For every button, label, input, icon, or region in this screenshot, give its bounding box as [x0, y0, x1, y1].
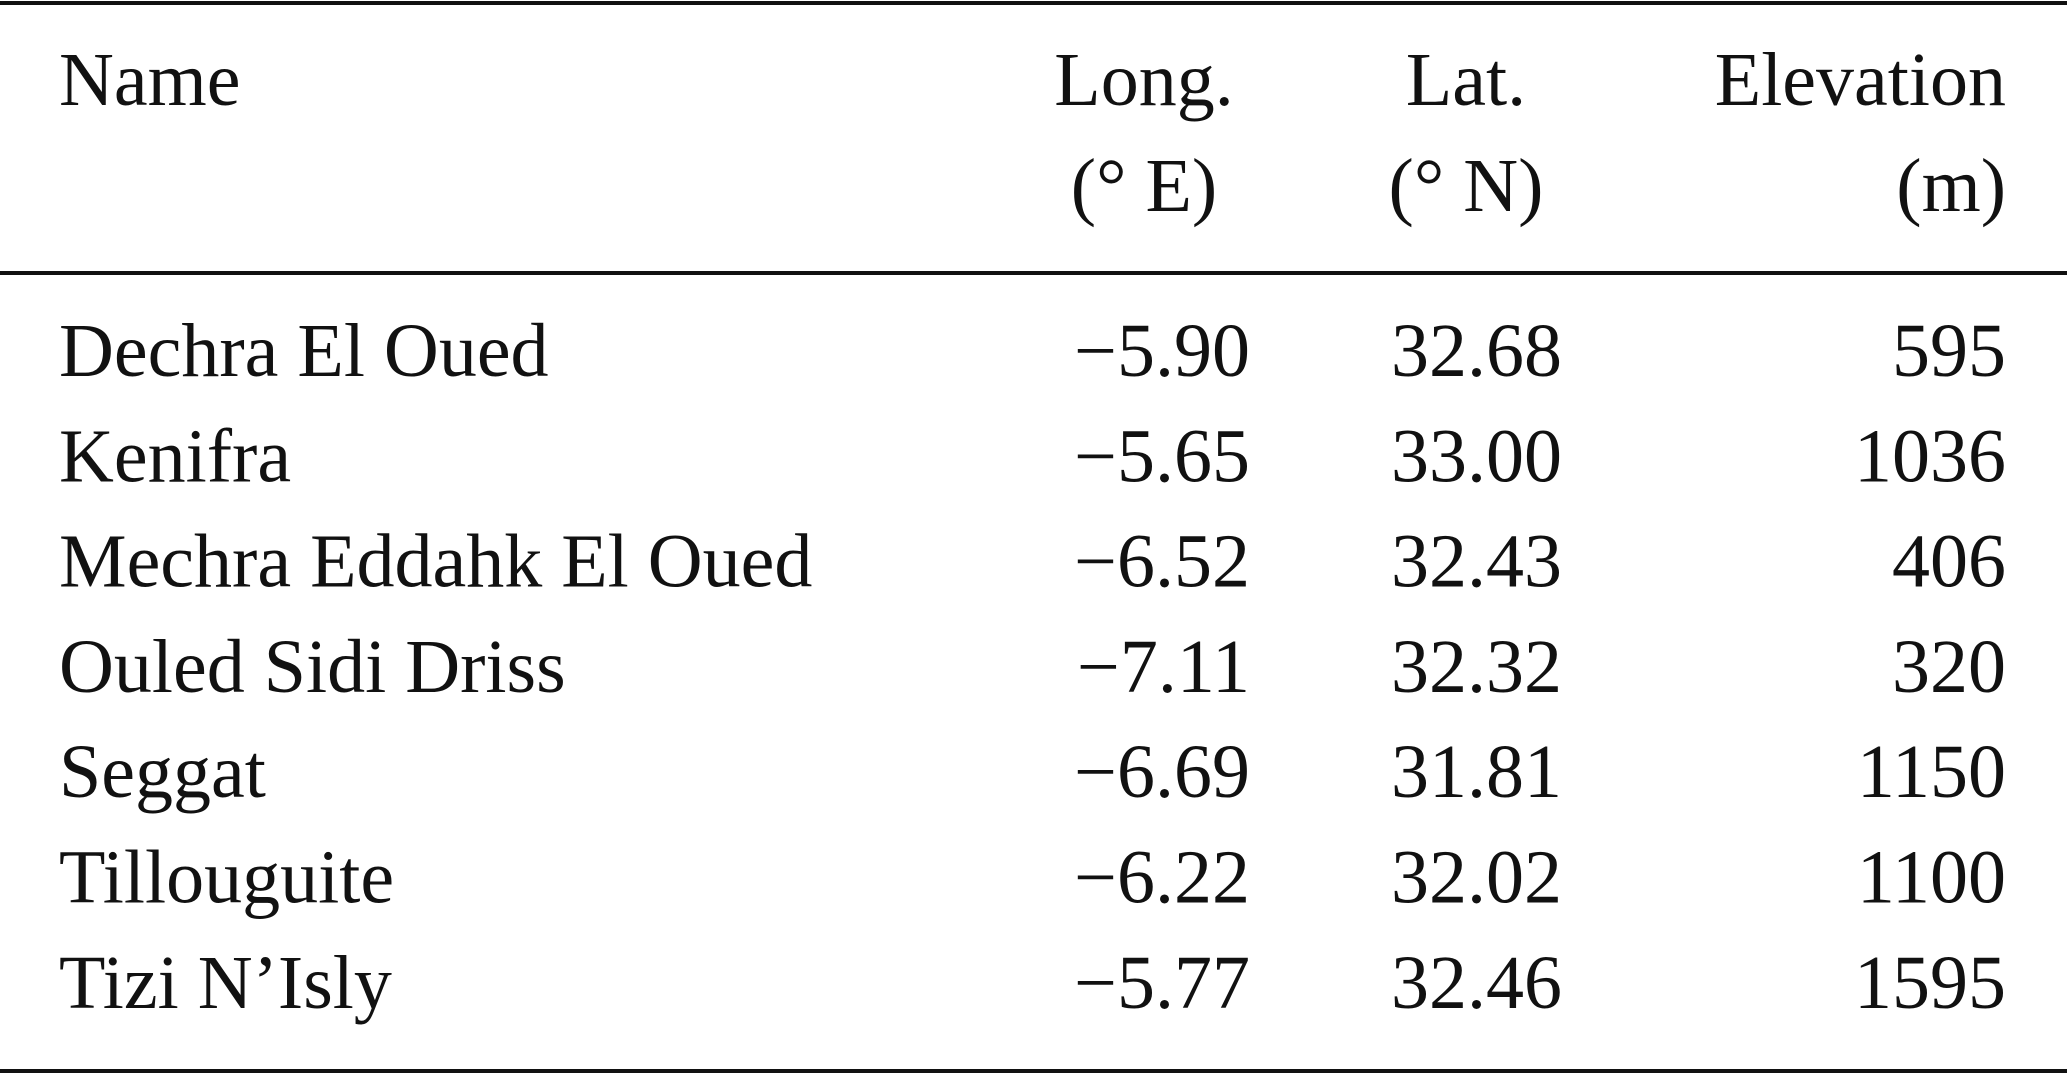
- cell-value: 1595: [1854, 941, 2006, 1025]
- cell-value: 1036: [1854, 414, 2006, 498]
- station-name: Mechra Eddahk El Oued: [59, 520, 812, 604]
- header-cell: (° N): [1389, 144, 1544, 228]
- cell-value: 32.02: [1391, 836, 1562, 920]
- cell-value: 33.00: [1391, 414, 1562, 498]
- station-name: Dechra El Oued: [59, 309, 549, 393]
- cell-value: 32.46: [1391, 941, 1562, 1025]
- cell-value: −6.22: [1074, 836, 1250, 920]
- header-cell: Name: [59, 38, 240, 122]
- header-cell: Elevation: [1715, 38, 2006, 122]
- station-name: Kenifra: [59, 414, 291, 498]
- cell-value: −7.11: [1077, 625, 1250, 709]
- cell-value: 320: [1892, 625, 2006, 709]
- header-cell: (m): [1896, 144, 2006, 228]
- station-name: Seggat: [59, 730, 266, 814]
- cell-value: 1150: [1857, 730, 2006, 814]
- header-cell: (° E): [1071, 144, 1217, 228]
- station-name: Tillouguite: [59, 836, 394, 920]
- cell-value: 595: [1892, 309, 2006, 393]
- station-name: Ouled Sidi Driss: [59, 625, 566, 709]
- header-cell: Long.: [1054, 38, 1233, 122]
- header-cell: Lat.: [1406, 38, 1526, 122]
- cell-value: 406: [1892, 520, 2006, 604]
- station-name: Tizi N’Isly: [59, 941, 392, 1025]
- cell-value: −6.69: [1074, 730, 1250, 814]
- cell-value: −5.77: [1074, 941, 1250, 1025]
- cell-value: −5.65: [1074, 414, 1250, 498]
- cell-value: 31.81: [1391, 730, 1562, 814]
- cell-value: 1100: [1857, 836, 2006, 920]
- cell-value: 32.68: [1391, 309, 1562, 393]
- cell-value: −6.52: [1074, 520, 1250, 604]
- cell-value: 32.32: [1391, 625, 1562, 709]
- cell-value: 32.43: [1391, 520, 1562, 604]
- cell-value: −5.90: [1074, 309, 1250, 393]
